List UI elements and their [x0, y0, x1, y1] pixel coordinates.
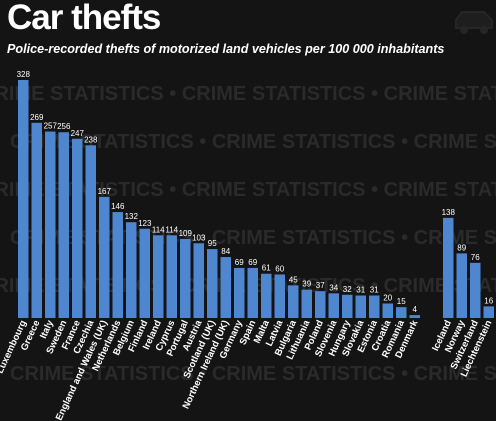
- bar-england-and-wales-uk-: [99, 196, 110, 318]
- watermark-text: CRIME STATISTICS • CRIME STATISTICS • CR…: [0, 179, 496, 201]
- bar-spain: [247, 267, 258, 318]
- bar-italy: [45, 131, 56, 318]
- bar-hungary: [342, 294, 353, 318]
- value-label: 84: [221, 247, 230, 256]
- bar-bulgaria: [288, 285, 299, 318]
- value-label: 146: [111, 202, 125, 211]
- bar-belgium: [126, 222, 137, 318]
- bar-liechtenstein: [483, 306, 494, 318]
- watermark-text: CRIME STATISTICS • CRIME STATISTICS • CR…: [10, 131, 496, 153]
- bar-lithuania: [301, 289, 312, 318]
- value-label: 123: [138, 219, 152, 228]
- bar-iceland: [443, 217, 454, 318]
- value-label: 69: [235, 258, 244, 267]
- value-label: 257: [44, 122, 58, 131]
- bar-czechia: [85, 145, 96, 318]
- bar-luxembourg: [18, 80, 29, 318]
- value-label: 20: [383, 293, 392, 302]
- bar-scotland-uk-: [207, 249, 218, 318]
- value-label: 132: [125, 212, 139, 221]
- bar-switzerland: [470, 262, 481, 318]
- bar-ireland: [153, 235, 164, 318]
- value-label: 45: [289, 275, 298, 284]
- car-icon: [455, 11, 493, 34]
- value-label: 60: [275, 264, 284, 273]
- value-label: 34: [329, 283, 338, 292]
- value-label: 138: [442, 208, 456, 217]
- bar-latvia: [274, 274, 285, 318]
- value-label: 328: [17, 70, 31, 79]
- bar-croatia: [382, 303, 393, 318]
- watermark-text: CRIME STATISTICS • CRIME STATISTICS • CR…: [10, 363, 496, 385]
- watermark-text: CRIME STATISTICS • CRIME STATISTICS • CR…: [0, 83, 496, 105]
- value-label: 95: [208, 239, 217, 248]
- value-label: 32: [343, 285, 352, 294]
- bar-germany: [234, 267, 245, 318]
- value-label: 103: [192, 233, 206, 242]
- watermark-text: CRIME STATISTICS • CRIME STATISTICS • CR…: [10, 227, 496, 249]
- value-label: 69: [248, 258, 257, 267]
- value-label: 109: [179, 229, 193, 238]
- bar-norway: [456, 253, 467, 318]
- value-label: 16: [484, 296, 493, 305]
- value-label: 167: [98, 187, 112, 196]
- value-label: 114: [152, 225, 165, 234]
- bar-slovakia: [355, 295, 366, 318]
- value-label: 76: [471, 253, 480, 262]
- value-label: 31: [370, 286, 379, 295]
- bar-portugal: [180, 238, 191, 318]
- value-label: 114: [165, 225, 178, 234]
- value-label: 61: [262, 264, 271, 273]
- bar-malta: [261, 273, 272, 318]
- value-label: 269: [30, 113, 44, 122]
- bar-slovenia: [328, 293, 339, 318]
- value-label: 39: [302, 280, 311, 289]
- chart-title: Car thefts: [7, 0, 161, 37]
- bar-greece: [31, 122, 42, 318]
- value-label: 238: [84, 135, 98, 144]
- bar-finland: [139, 228, 150, 318]
- value-label: 247: [71, 129, 85, 138]
- bar-poland: [315, 291, 326, 318]
- bar-cyprus: [166, 235, 177, 318]
- value-label: 15: [397, 297, 406, 306]
- bar-denmark: [409, 315, 420, 318]
- bar-estonia: [369, 295, 380, 318]
- bar-france: [72, 138, 83, 318]
- bars-layer: [18, 80, 494, 318]
- value-label: 37: [316, 281, 325, 290]
- value-label: 89: [457, 243, 466, 252]
- chart-subtitle: Police-recorded thefts of motorized land…: [7, 42, 445, 56]
- value-label: 4: [413, 305, 418, 314]
- bar-austria: [193, 243, 204, 318]
- bar-sweden: [58, 132, 69, 318]
- bar-netherlands: [112, 212, 123, 318]
- value-label: 31: [356, 286, 365, 295]
- value-label: 256: [57, 122, 71, 131]
- bar-romania: [396, 307, 407, 318]
- bar-northern-ireland-uk-: [220, 257, 231, 318]
